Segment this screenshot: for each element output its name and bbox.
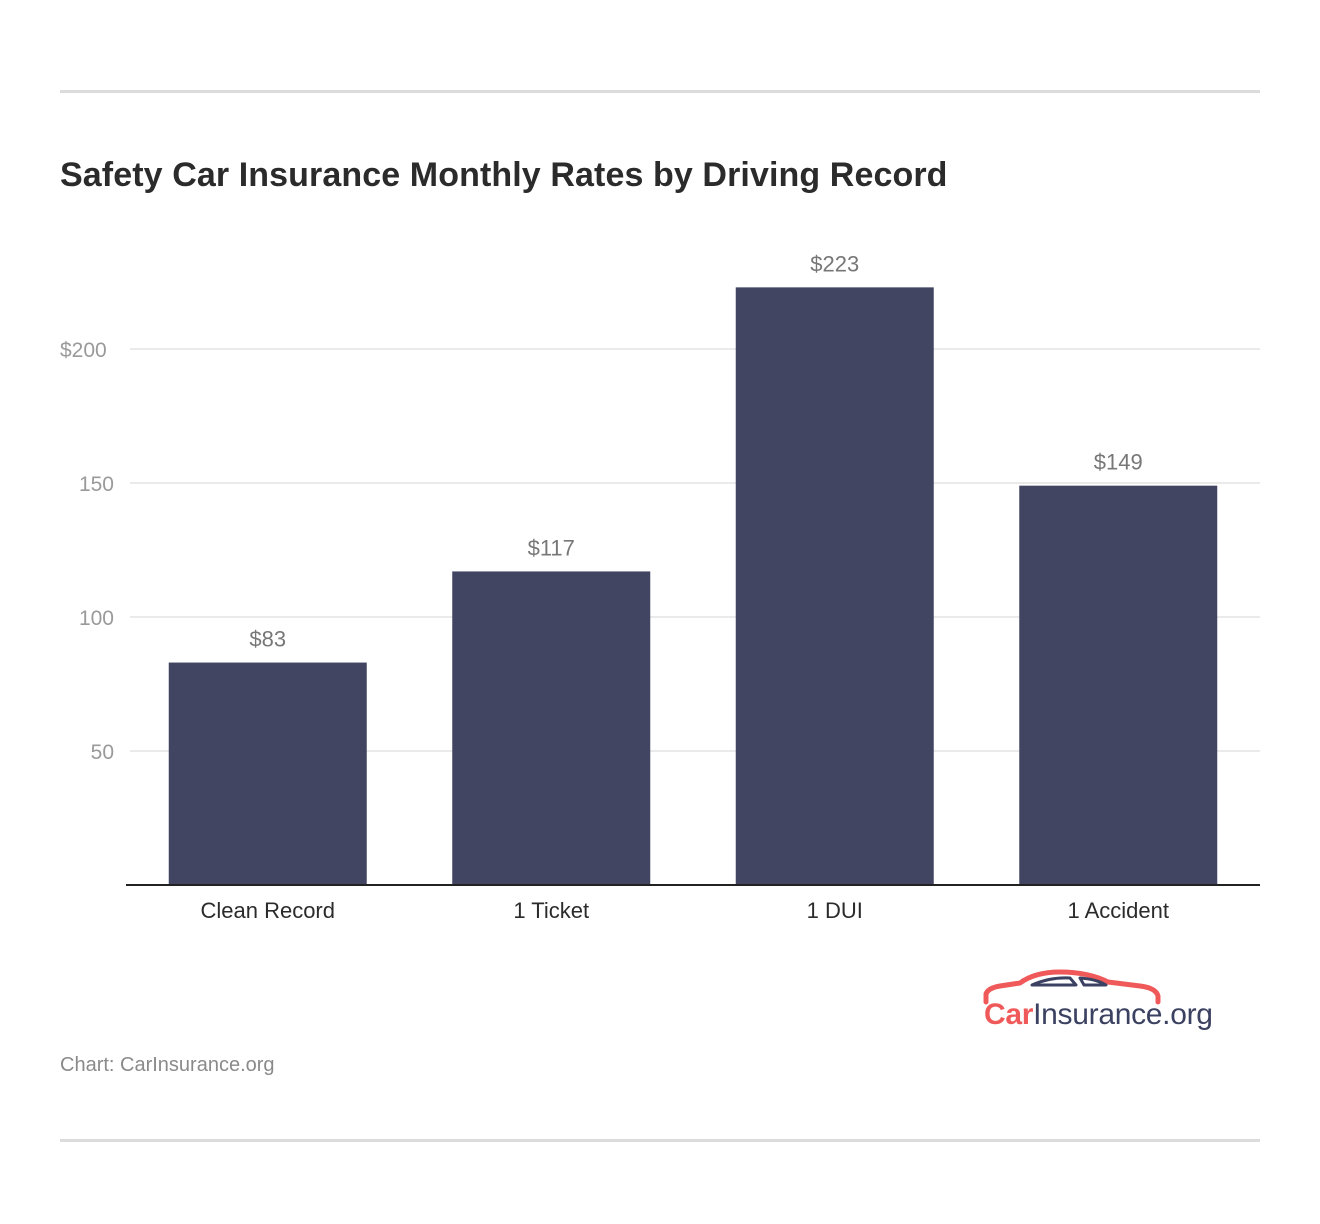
x-category-label: Clean Record (200, 898, 335, 923)
chart-title: Safety Car Insurance Monthly Rates by Dr… (60, 156, 948, 194)
bar-value-label: $149 (1094, 450, 1143, 475)
logo-text-car: Car (984, 998, 1034, 1031)
chart-source: Chart: CarInsurance.org (60, 1054, 275, 1076)
x-category-label: 1 Ticket (513, 898, 589, 923)
bottom-divider (60, 1139, 1260, 1142)
bar (1019, 485, 1218, 885)
logo-text-insurance: Insurance.org (1033, 998, 1213, 1031)
bar-chart: 50 100 150 $200 $83 Clean Record $117 1 Ticket $… (60, 251, 1260, 923)
bar (452, 571, 651, 885)
bar (168, 662, 367, 885)
bar (735, 287, 934, 885)
bar-value-label: $83 (249, 627, 286, 652)
carinsurance-logo: CarInsurance.org (980, 968, 1220, 1038)
y-tick-label: 150 (79, 473, 114, 496)
x-category-label: 1 DUI (807, 898, 863, 923)
y-tick-label: 100 (79, 607, 114, 630)
bar-value-label: $117 (528, 535, 575, 560)
y-tick-label: $200 (60, 339, 107, 362)
x-category-label: 1 Accident (1067, 898, 1169, 923)
bar-value-label: $223 (810, 251, 859, 276)
top-divider (60, 90, 1260, 93)
y-tick-label: 50 (91, 741, 114, 764)
car-outline-icon (983, 969, 1161, 1005)
